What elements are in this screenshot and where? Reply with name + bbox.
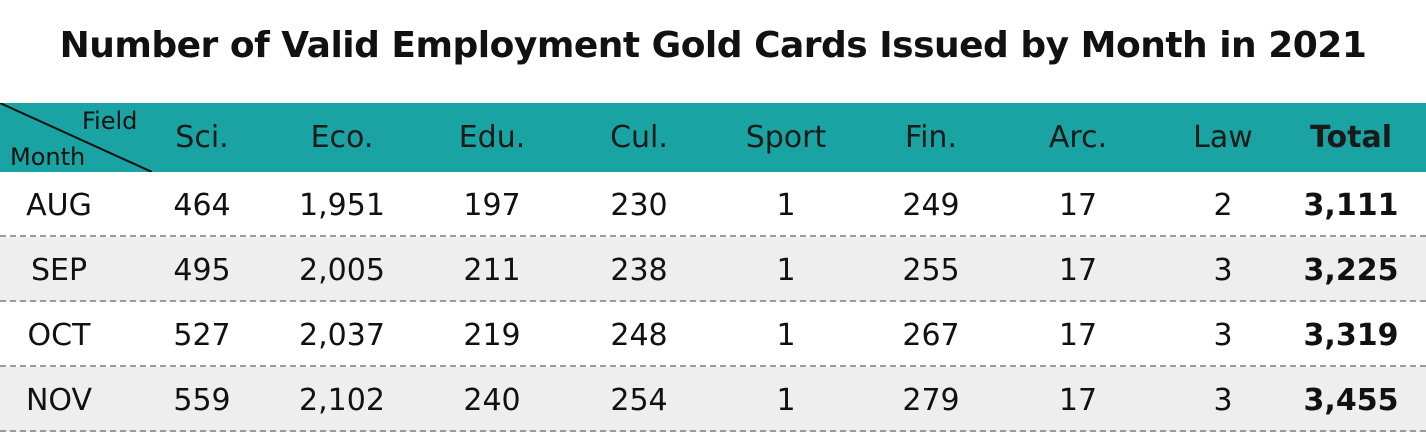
row-total-cell: 3,111 <box>1303 188 1399 223</box>
column-header-eco: Eco. <box>310 120 374 155</box>
table-cell: 238 <box>610 253 668 288</box>
table-cell: 17 <box>1058 318 1098 353</box>
chart-title: Number of Valid Employment Gold Cards Is… <box>59 25 1367 66</box>
table-header-row: Field Month Sci. Eco. Edu. Cul. Sport Fi… <box>0 103 1426 172</box>
row-month-label: SEP <box>30 253 88 288</box>
table-cell: 267 <box>902 318 960 353</box>
table-cell: 2,102 <box>299 383 385 418</box>
table-cell: 230 <box>610 188 668 223</box>
table-cell: 3 <box>1213 253 1233 288</box>
table-row: OCT 527 2,037 219 248 1 267 17 3 3,319 <box>0 302 1426 367</box>
corner-month-label: Month <box>10 143 86 171</box>
table-cell: 211 <box>463 253 521 288</box>
column-header-sci: Sci. <box>175 120 229 155</box>
table-cell: 495 <box>173 253 231 288</box>
column-header-sport: Sport <box>745 120 827 155</box>
table-cell: 1 <box>776 253 796 288</box>
column-header-fin: Fin. <box>905 120 957 155</box>
column-header-total: Total <box>1310 120 1392 155</box>
table-cell: 279 <box>902 383 960 418</box>
table-cell: 249 <box>902 188 960 223</box>
table-cell: 17 <box>1058 253 1098 288</box>
corner-field-label: Field <box>82 107 138 135</box>
table-cell: 2,005 <box>299 253 385 288</box>
table-row: SEP 495 2,005 211 238 1 255 17 3 3,225 <box>0 237 1426 302</box>
column-header-law: Law <box>1193 120 1253 155</box>
table-cell: 559 <box>173 383 231 418</box>
table-cell: 464 <box>173 188 231 223</box>
table-cell: 17 <box>1058 383 1098 418</box>
row-total-cell: 3,455 <box>1303 383 1399 418</box>
row-month-label: OCT <box>27 318 91 353</box>
row-month-label: NOV <box>25 383 93 418</box>
table-cell: 248 <box>610 318 668 353</box>
column-header-edu: Edu. <box>458 120 526 155</box>
table-cell: 527 <box>173 318 231 353</box>
table-cell: 1,951 <box>299 188 385 223</box>
table-cell: 197 <box>463 188 521 223</box>
table-cell: 240 <box>463 383 521 418</box>
row-total-cell: 3,319 <box>1303 318 1399 353</box>
table-cell: 255 <box>902 253 960 288</box>
row-total-cell: 3,225 <box>1303 253 1399 288</box>
table-cell: 1 <box>776 318 796 353</box>
table-cell: 17 <box>1058 188 1098 223</box>
table-cell: 2 <box>1213 188 1233 223</box>
corner-header-cell: Field Month <box>0 103 152 172</box>
column-header-arc: Arc. <box>1048 120 1108 155</box>
table-row: NOV 559 2,102 240 254 1 279 17 3 3,455 <box>0 367 1426 432</box>
corner-diagonal-line <box>0 103 152 172</box>
column-header-cul: Cul. <box>610 120 668 155</box>
row-month-label: AUG <box>26 188 92 223</box>
table-cell: 1 <box>776 188 796 223</box>
table-cell: 3 <box>1213 383 1233 418</box>
table-cell: 254 <box>610 383 668 418</box>
table-cell: 219 <box>463 318 521 353</box>
gold-card-table: Field Month Sci. Eco. Edu. Cul. Sport Fi… <box>0 103 1426 432</box>
table-cell: 2,037 <box>299 318 385 353</box>
table-row: AUG 464 1,951 197 230 1 249 17 2 3,111 <box>0 172 1426 237</box>
table-cell: 1 <box>776 383 796 418</box>
table-cell: 3 <box>1213 318 1233 353</box>
